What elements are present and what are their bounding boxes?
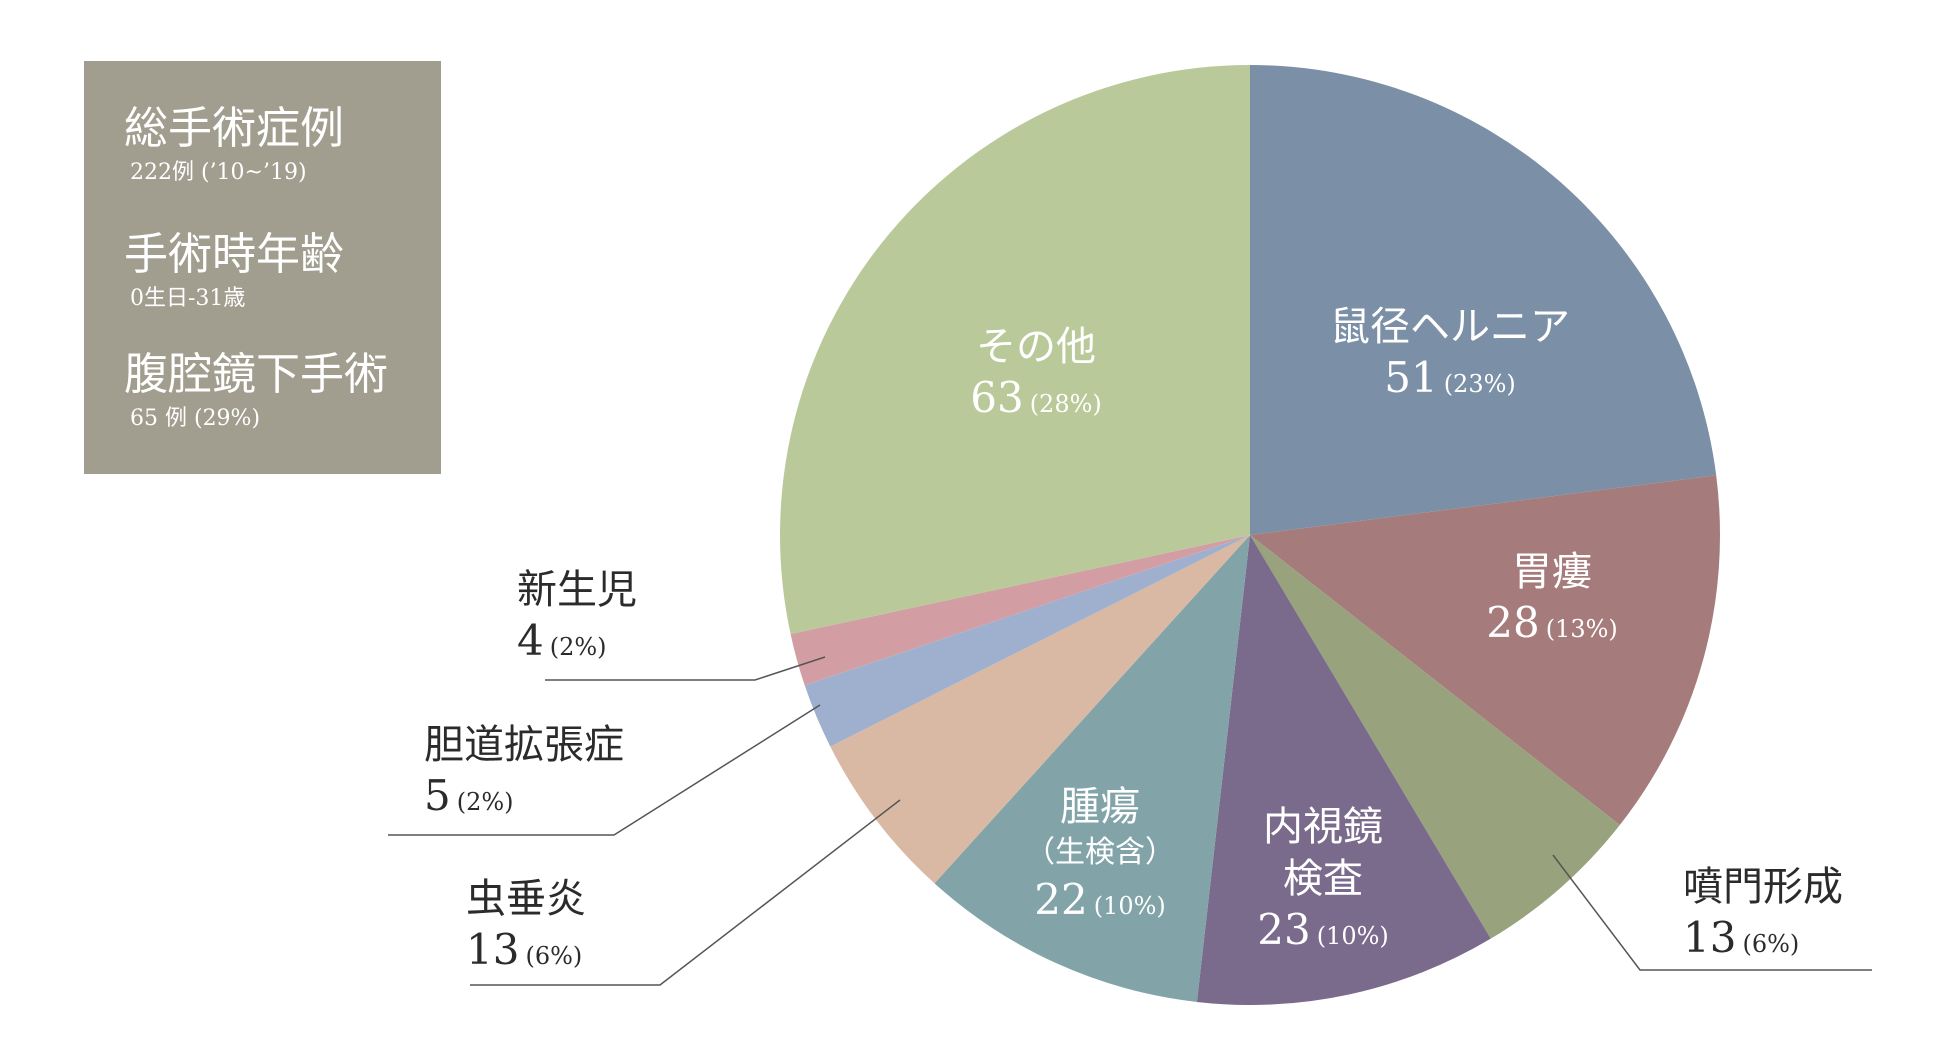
slice-sub-5: （生検含） (1025, 835, 1175, 870)
pie-slice-1 (1250, 65, 1717, 535)
pie-slice-4 (1196, 535, 1491, 1006)
slice-name-5: 腫瘍 (1060, 784, 1140, 830)
surgery-age-value: 0生日-31歳 (130, 286, 246, 311)
slice-name-7: 胆道拡張症 (424, 722, 624, 768)
slice-name-4: 内視鏡 (1263, 804, 1383, 850)
pie-slice-5 (934, 535, 1250, 1002)
slice-value-5: 22 (10%) (1034, 875, 1166, 924)
slice-value-3: 13 (6%) (1683, 913, 1799, 962)
slice-value-6: 13 (6%) (466, 925, 582, 974)
slice-name-8: 新生児 (517, 567, 637, 613)
slice-value-9: 63 (28%) (970, 373, 1102, 422)
total-cases-value: 222例 (’10~’19) (130, 160, 307, 185)
pie-slice-6 (830, 535, 1250, 884)
total-cases-title: 総手術症例 (124, 103, 344, 154)
leader-line-6 (470, 799, 901, 986)
summary-box: 総手術症例 222例 (’10~’19) 手術時年齢 0生日-31歳 腹腔鏡下手… (84, 61, 441, 474)
pie-slice-8 (790, 535, 1250, 686)
leader-line-8 (545, 656, 826, 681)
slice-name-3: 噴門形成 (1683, 864, 1843, 910)
pie-slice-3 (1250, 535, 1620, 939)
slice-value-2: 28 (13%) (1486, 598, 1618, 647)
slice-name-6: 虫垂炎 (466, 876, 586, 922)
slice-name-4: 検査 (1283, 856, 1363, 902)
slice-label-5: 腫瘍 （生検含） 22 (10%) (1025, 784, 1175, 924)
slice-name-2: 胃瘻 (1512, 549, 1592, 595)
slice-value-7: 5 (2%) (424, 771, 514, 820)
slice-value-1: 51 (23%) (1384, 353, 1516, 402)
pie-slice-7 (804, 535, 1250, 747)
pie-slice-2 (1250, 475, 1720, 826)
leader-line-3 (1552, 854, 1872, 971)
laparoscopic-title: 腹腔鏡下手術 (124, 349, 388, 400)
slice-name-9: その他 (976, 324, 1096, 370)
leader-line-7 (388, 704, 821, 836)
surgery-age-title: 手術時年齢 (124, 229, 344, 280)
pie-slice-9 (780, 65, 1250, 635)
slice-name-1: 鼠径ヘルニア (1330, 304, 1570, 350)
slice-value-8: 4 (2%) (517, 616, 607, 665)
laparoscopic-value: 65 例 (29%) (130, 406, 261, 431)
slice-value-4: 23 (10%) (1257, 905, 1389, 954)
